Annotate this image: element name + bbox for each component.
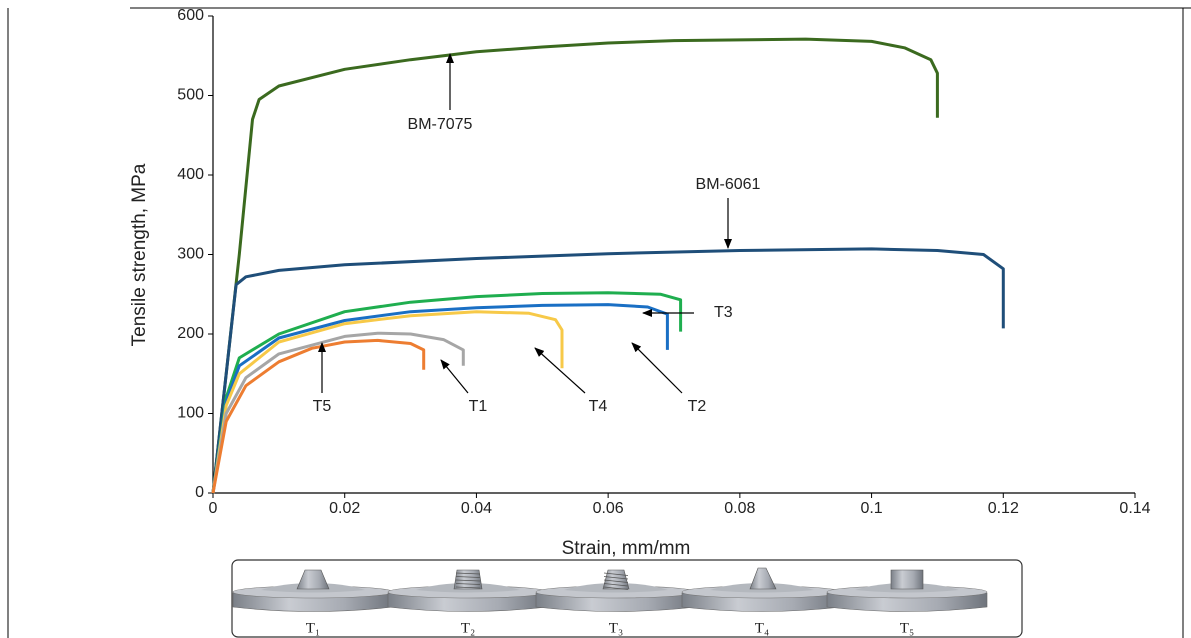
annotation: T4 — [589, 398, 608, 415]
tool-label: T₄ — [755, 620, 769, 636]
tool-pin — [603, 570, 629, 589]
y-tick-label: 300 — [177, 246, 204, 263]
annotation: T3 — [714, 304, 733, 321]
line-series — [213, 293, 681, 493]
x-tick-label: 0 — [209, 500, 218, 517]
annotation-arrow — [632, 343, 682, 393]
y-tick-label: 400 — [177, 166, 204, 183]
annotation: T2 — [688, 398, 707, 415]
y-tick-label: 500 — [177, 87, 204, 104]
y-tick-label: 200 — [177, 325, 204, 342]
y-tick-label: 100 — [177, 405, 204, 422]
tool-label: T₂ — [461, 620, 475, 636]
x-tick-label: 0.14 — [1119, 500, 1150, 517]
line-series — [213, 312, 562, 493]
tool-pin — [297, 570, 329, 589]
x-tick-label: 0.08 — [724, 500, 755, 517]
x-tick-label: 0.12 — [988, 500, 1019, 517]
line-series — [213, 249, 1003, 493]
x-tick-label: 0.04 — [461, 500, 492, 517]
annotation: BM-6061 — [696, 176, 761, 193]
x-tick-label: 0.06 — [593, 500, 624, 517]
page: {"chart_data": {"type": "line", "x_label… — [0, 0, 1191, 638]
tool-label: T₁ — [306, 620, 320, 636]
annotation-arrow — [535, 348, 585, 393]
x-axis-title: Strain, mm/mm — [562, 538, 691, 559]
annotation: T5 — [313, 398, 332, 415]
tool-label: T₃ — [609, 620, 623, 636]
y-axis-title: Tensile strength, MPa — [129, 163, 150, 346]
annotation: BM-7075 — [408, 116, 473, 133]
tool-pin — [891, 570, 923, 589]
tool-pin — [750, 568, 776, 589]
annotation: T1 — [469, 398, 488, 415]
tool-label: T₅ — [900, 620, 914, 636]
x-tick-label: 0.02 — [329, 500, 360, 517]
y-tick-label: 600 — [177, 7, 204, 24]
y-tick-label: 0 — [195, 484, 204, 501]
x-tick-label: 0.1 — [860, 500, 882, 517]
figure: Strain, mm/mm Tensile strength, MPa 0 100… — [0, 0, 1191, 638]
